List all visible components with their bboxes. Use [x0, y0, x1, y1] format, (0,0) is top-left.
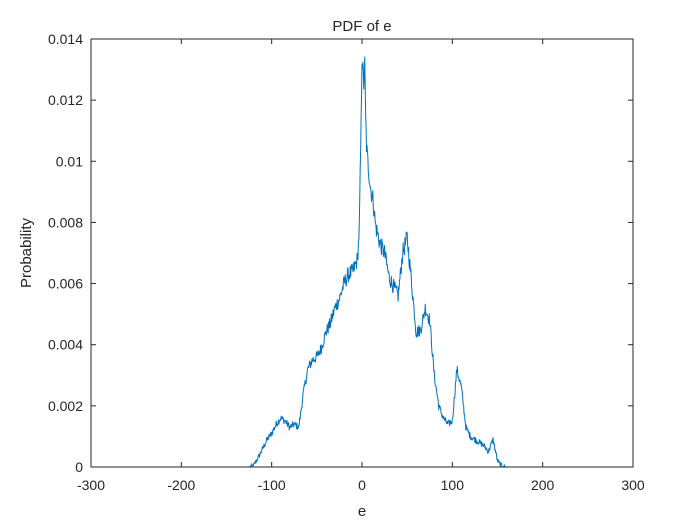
x-tick-label: 200: [531, 477, 555, 493]
y-tick-label: 0.012: [48, 92, 83, 108]
y-tick-label: 0.014: [48, 31, 83, 47]
x-tick-label: 100: [441, 477, 465, 493]
x-tick-label: 300: [621, 477, 645, 493]
x-tick-label: -100: [258, 477, 286, 493]
chart-title: PDF of e: [332, 18, 391, 35]
y-tick-label: 0: [75, 459, 83, 475]
y-tick-label: 0.008: [48, 214, 83, 230]
y-tick-label: 0.006: [48, 276, 83, 292]
y-tick-label: 0.01: [56, 153, 83, 169]
x-tick-label: 0: [358, 477, 366, 493]
x-tick-label: -200: [167, 477, 195, 493]
ticks-layer: -300 -200 -100 0 100 200 300 0 0.002 0.004 0.006 0.…: [48, 31, 645, 493]
plot-background: [91, 39, 633, 467]
y-axis-label: Probability: [18, 217, 35, 288]
y-tick-label: 0.004: [48, 337, 83, 353]
x-axis-label: e: [358, 503, 366, 520]
x-tick-label: -300: [77, 477, 105, 493]
y-tick-label: 0.002: [48, 398, 83, 414]
